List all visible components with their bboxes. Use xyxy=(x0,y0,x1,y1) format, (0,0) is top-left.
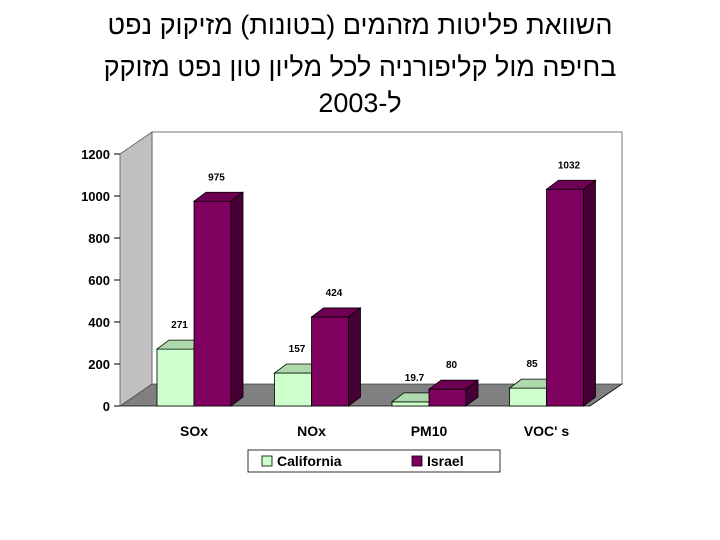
bar-front-california xyxy=(274,372,312,407)
bar-front-california xyxy=(509,387,547,407)
legend-swatch-california[interactable] xyxy=(261,455,273,467)
y-axis-ticks: 0 200 400 600 800 1000 1200 xyxy=(81,147,120,414)
data-label-california: 19.7 xyxy=(405,373,425,384)
data-label-israel: 424 xyxy=(326,288,343,299)
chart-title-line-2: בחיפה מול קליפורניה לכל מליון טון נפט מז… xyxy=(103,52,617,82)
bar-front-israel xyxy=(546,188,584,407)
data-label-israel: 80 xyxy=(446,360,458,371)
category-label: SOx xyxy=(180,423,208,439)
category-label: NOx xyxy=(297,423,326,439)
bar-side-israel xyxy=(230,191,244,407)
chart-title-line-3: ל-2003 xyxy=(318,88,402,118)
data-label-california: 271 xyxy=(171,320,188,331)
data-label-israel: 975 xyxy=(208,172,225,183)
bar-side-israel xyxy=(583,179,596,407)
chart-title-line-1: השוואת פליטות מזהמים (בטונות) מזיקוק נפט xyxy=(107,10,613,40)
legend-label-israel[interactable]: Israel xyxy=(427,453,464,469)
bar-front-california xyxy=(391,401,430,407)
category-label: VOC' s xyxy=(524,423,570,439)
legend-label-california[interactable]: California xyxy=(277,453,342,469)
bar-front-israel xyxy=(193,200,232,407)
y-tick-label: 200 xyxy=(88,357,110,372)
bars xyxy=(155,179,597,407)
bar-side-israel xyxy=(465,379,479,407)
bar-front-israel xyxy=(428,388,467,407)
category-label: PM10 xyxy=(411,423,448,439)
y-tick-label: 800 xyxy=(88,231,110,246)
bar-front-israel xyxy=(311,316,349,407)
data-label-california: 85 xyxy=(526,359,538,370)
data-label-california: 157 xyxy=(289,344,306,355)
legend[interactable]: California Israel xyxy=(247,449,501,473)
chart-side-wall xyxy=(119,131,153,407)
bar-side-israel xyxy=(348,307,361,407)
y-tick-label: 0 xyxy=(103,399,110,414)
x-axis-categories: SOx NOx PM10 VOC' s xyxy=(180,423,569,439)
bar-front-california xyxy=(156,348,195,407)
y-tick-label: 1200 xyxy=(81,147,110,162)
legend-box[interactable] xyxy=(247,449,501,473)
y-tick-label: 1000 xyxy=(81,189,110,204)
data-label-israel: 1032 xyxy=(558,160,581,171)
legend-swatch-israel[interactable] xyxy=(411,455,423,467)
y-tick-label: 400 xyxy=(88,315,110,330)
y-tick-label: 600 xyxy=(88,273,110,288)
data-labels: 271 975 157 424 19.7 80 85 1032 xyxy=(171,160,580,384)
